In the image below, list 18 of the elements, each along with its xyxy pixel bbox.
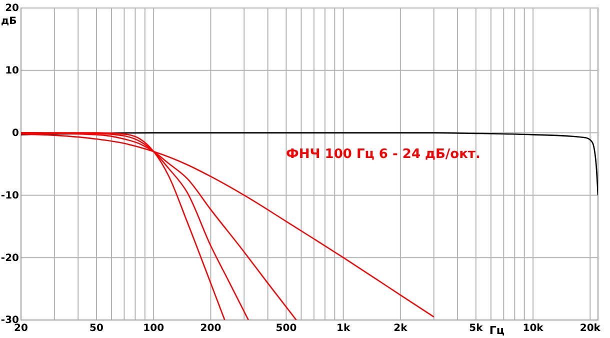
y-axis-title: дБ <box>1 16 17 27</box>
x-tick-label: 2k <box>394 323 408 334</box>
y-tick-label: 0 <box>12 128 20 139</box>
x-tick-label: 50 <box>90 323 104 334</box>
y-tick-label: -20 <box>0 252 20 264</box>
x-tick-label: 1k <box>336 323 350 334</box>
y-tick-label: 10 <box>5 66 20 77</box>
x-tick-label: 500 <box>276 323 297 334</box>
x-axis-title: Гц <box>489 324 505 337</box>
x-tick-label: 5k <box>469 323 484 334</box>
y-tick-label: 20 <box>5 3 20 14</box>
x-tick-label: 10k <box>522 323 544 334</box>
x-tick-label: 20 <box>14 323 28 334</box>
x-tick-label: 200 <box>200 323 222 334</box>
x-tick-label: 100 <box>143 323 164 334</box>
annotation: ФНЧ 100 Гц 6 - 24 дБ/окт. <box>286 147 480 162</box>
y-tick-label: -10 <box>0 190 20 202</box>
x-tick-label: 20k <box>580 323 601 334</box>
